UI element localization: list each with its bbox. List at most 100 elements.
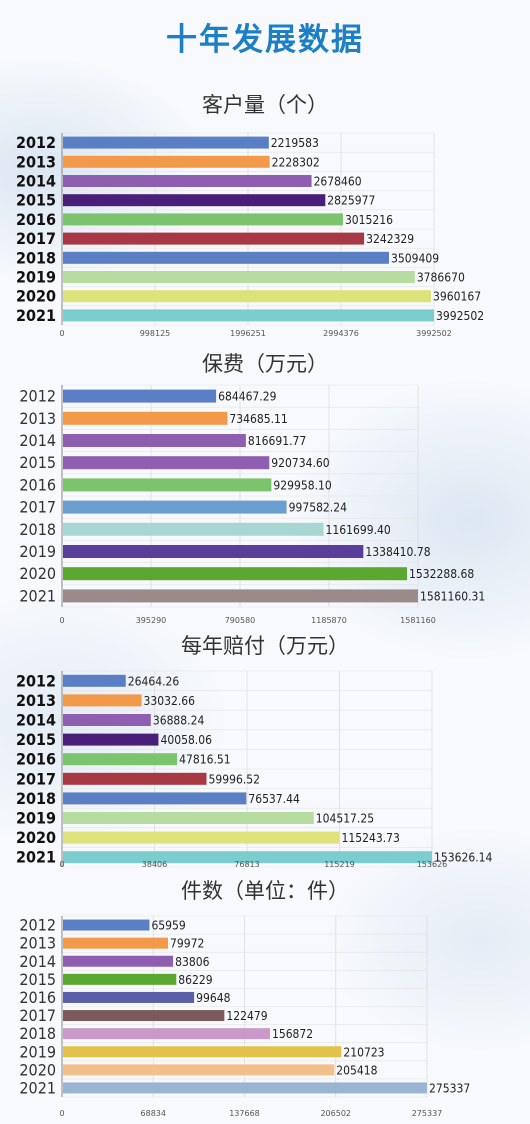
category-label: 2013	[16, 152, 56, 171]
category-label: 2020	[19, 1060, 56, 1079]
value-label: 59996.52	[208, 772, 260, 786]
category-label: 2019	[16, 809, 56, 828]
category-label: 2021	[19, 586, 56, 605]
chart-title: 客户量（个）	[202, 93, 328, 117]
chart-customers: 客户量（个） 2012 2219583 2013 2228302 2014 2678460 2…	[16, 93, 484, 338]
bar	[63, 434, 246, 447]
bar	[63, 290, 431, 303]
tick-label: 115219	[324, 860, 355, 869]
category-label: 2019	[19, 1042, 56, 1061]
value-label: 122479	[226, 1009, 267, 1023]
bar	[63, 589, 418, 603]
bar	[63, 812, 314, 824]
value-label: 99648	[196, 991, 230, 1005]
category-label: 2018	[19, 1024, 56, 1043]
value-label: 40058.06	[160, 733, 212, 747]
value-label: 26464.26	[128, 674, 180, 688]
value-label: 47816.51	[179, 753, 231, 767]
category-label: 2017	[16, 229, 56, 248]
tick-label: 1996251	[230, 329, 266, 338]
category-label: 2017	[19, 498, 56, 517]
value-label: 3960167	[433, 290, 481, 304]
category-label: 2014	[16, 172, 56, 191]
category-label: 2013	[19, 934, 56, 953]
value-label: 83806	[175, 955, 209, 969]
page-title: 十年发展数据	[166, 22, 364, 58]
bar	[63, 175, 312, 187]
category-label: 2017	[19, 1006, 56, 1025]
category-label: 2020	[16, 828, 56, 847]
bar	[63, 973, 177, 985]
category-label: 2019	[16, 268, 56, 287]
category-label: 2017	[16, 769, 56, 788]
tick-label: 153626	[417, 860, 448, 869]
bar	[63, 309, 434, 322]
value-label: 684467.29	[218, 390, 276, 404]
bar	[63, 1082, 427, 1094]
bar	[63, 674, 126, 687]
value-label: 104517.25	[316, 812, 374, 826]
value-label: 156872	[272, 1027, 313, 1041]
bar	[63, 1046, 342, 1058]
category-label: 2015	[16, 730, 56, 749]
bar	[63, 456, 270, 470]
bar	[63, 991, 195, 1003]
chart-premiums: 保费（万元） 2012 684467.29 2013 734685.11 2014 8166…	[19, 352, 485, 625]
value-label: 210723	[343, 1045, 384, 1059]
bar	[63, 411, 228, 425]
tick-label: 790580	[225, 616, 256, 625]
value-label: 1532288.68	[409, 567, 474, 581]
value-label: 36888.24	[153, 714, 205, 728]
bar	[63, 389, 217, 403]
value-label: 920734.60	[271, 456, 329, 470]
value-label: 76537.44	[248, 792, 300, 806]
category-label: 2016	[19, 988, 56, 1007]
bar	[63, 831, 340, 844]
category-label: 2012	[16, 671, 56, 690]
bar	[63, 919, 150, 931]
value-label: 3015216	[345, 213, 393, 227]
bar	[63, 694, 142, 707]
value-label: 86229	[178, 973, 212, 987]
tick-label: 0	[59, 1109, 64, 1118]
value-label: 3509409	[391, 251, 439, 265]
category-label: 2020	[16, 287, 56, 306]
category-label: 2020	[19, 564, 56, 583]
bar	[63, 522, 324, 536]
value-label: 205418	[336, 1063, 377, 1077]
category-label: 2013	[19, 409, 56, 428]
value-label: 1338410.78	[365, 545, 430, 559]
chart-title: 每年赔付（万元）	[181, 634, 349, 658]
value-label: 33032.66	[144, 694, 196, 708]
bar	[63, 251, 389, 264]
value-label: 115243.73	[342, 831, 400, 845]
bar	[63, 955, 174, 967]
category-label: 2015	[19, 453, 56, 472]
value-label: 2678460	[314, 175, 362, 189]
bar	[63, 1064, 335, 1076]
category-label: 2016	[16, 210, 56, 229]
tick-label: 1185870	[311, 616, 347, 625]
bar	[63, 714, 151, 726]
bar	[63, 213, 343, 226]
category-label: 2012	[19, 387, 56, 406]
category-label: 2018	[16, 248, 56, 267]
bar	[63, 478, 272, 492]
tick-label: 206502	[320, 1109, 351, 1118]
bar	[63, 545, 364, 558]
bar	[63, 772, 207, 785]
bar	[63, 937, 169, 949]
bar	[63, 500, 287, 514]
tick-label: 3992502	[416, 329, 452, 338]
value-label: 816691.77	[248, 434, 306, 448]
tick-label: 137668	[229, 1109, 260, 1118]
bar	[63, 1028, 270, 1040]
value-label: 2219583	[271, 136, 319, 150]
tick-label: 395290	[136, 616, 167, 625]
bar	[63, 1010, 225, 1022]
tick-label: 0	[59, 616, 64, 625]
category-label: 2016	[19, 475, 56, 494]
tick-label: 275337	[412, 1109, 443, 1118]
tick-label: 0	[59, 329, 64, 338]
